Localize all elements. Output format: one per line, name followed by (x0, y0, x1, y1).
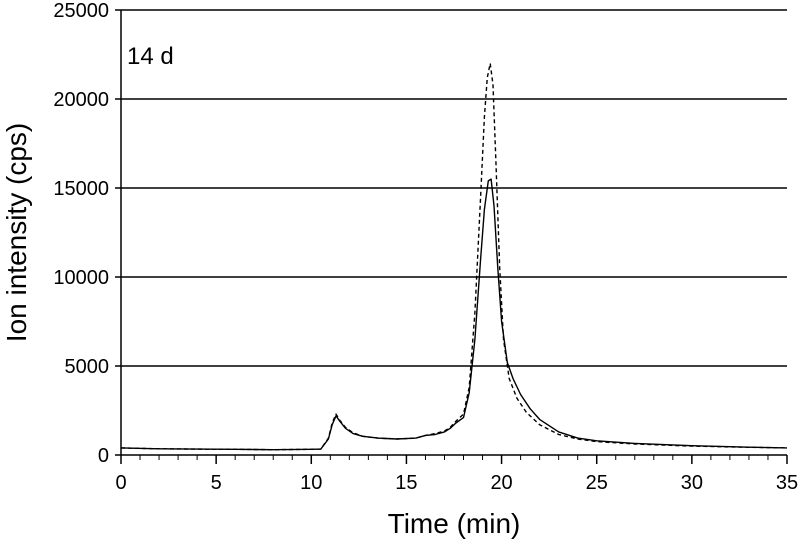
series-line-2-dashed (120, 62, 788, 451)
x-tick-label-25: 25 (586, 472, 608, 494)
x-tick-label-5: 5 (211, 472, 222, 494)
gridlines (121, 9, 787, 367)
y-tick-label-25000: 25000 (53, 0, 109, 22)
ticks: 0 5000 10000 15000 20000 25000 0 5 10 15 20 25 30 35 (53, 0, 798, 494)
x-tick-label-35: 35 (776, 472, 798, 494)
y-tick-label-0: 0 (98, 445, 109, 467)
y-tick-label-20000: 20000 (53, 89, 109, 111)
y-axis-title: Ion intensity (cps) (1, 123, 32, 342)
y-tick-label-15000: 15000 (53, 178, 109, 200)
axes (120, 10, 787, 456)
series (120, 62, 788, 451)
y-tick-label-10000: 10000 (53, 267, 109, 289)
x-tick-label-20: 20 (490, 472, 512, 494)
x-axis-title: Time (min) (388, 508, 521, 539)
y-tick-label-5000: 5000 (65, 356, 110, 378)
x-tick-label-30: 30 (681, 472, 703, 494)
series-line-1-solid (120, 178, 788, 451)
x-tick-label-15: 15 (395, 472, 417, 494)
x-tick-label-10: 10 (300, 472, 322, 494)
x-tick-label-0: 0 (115, 472, 126, 494)
chart-annotation: 14 d (127, 43, 174, 70)
